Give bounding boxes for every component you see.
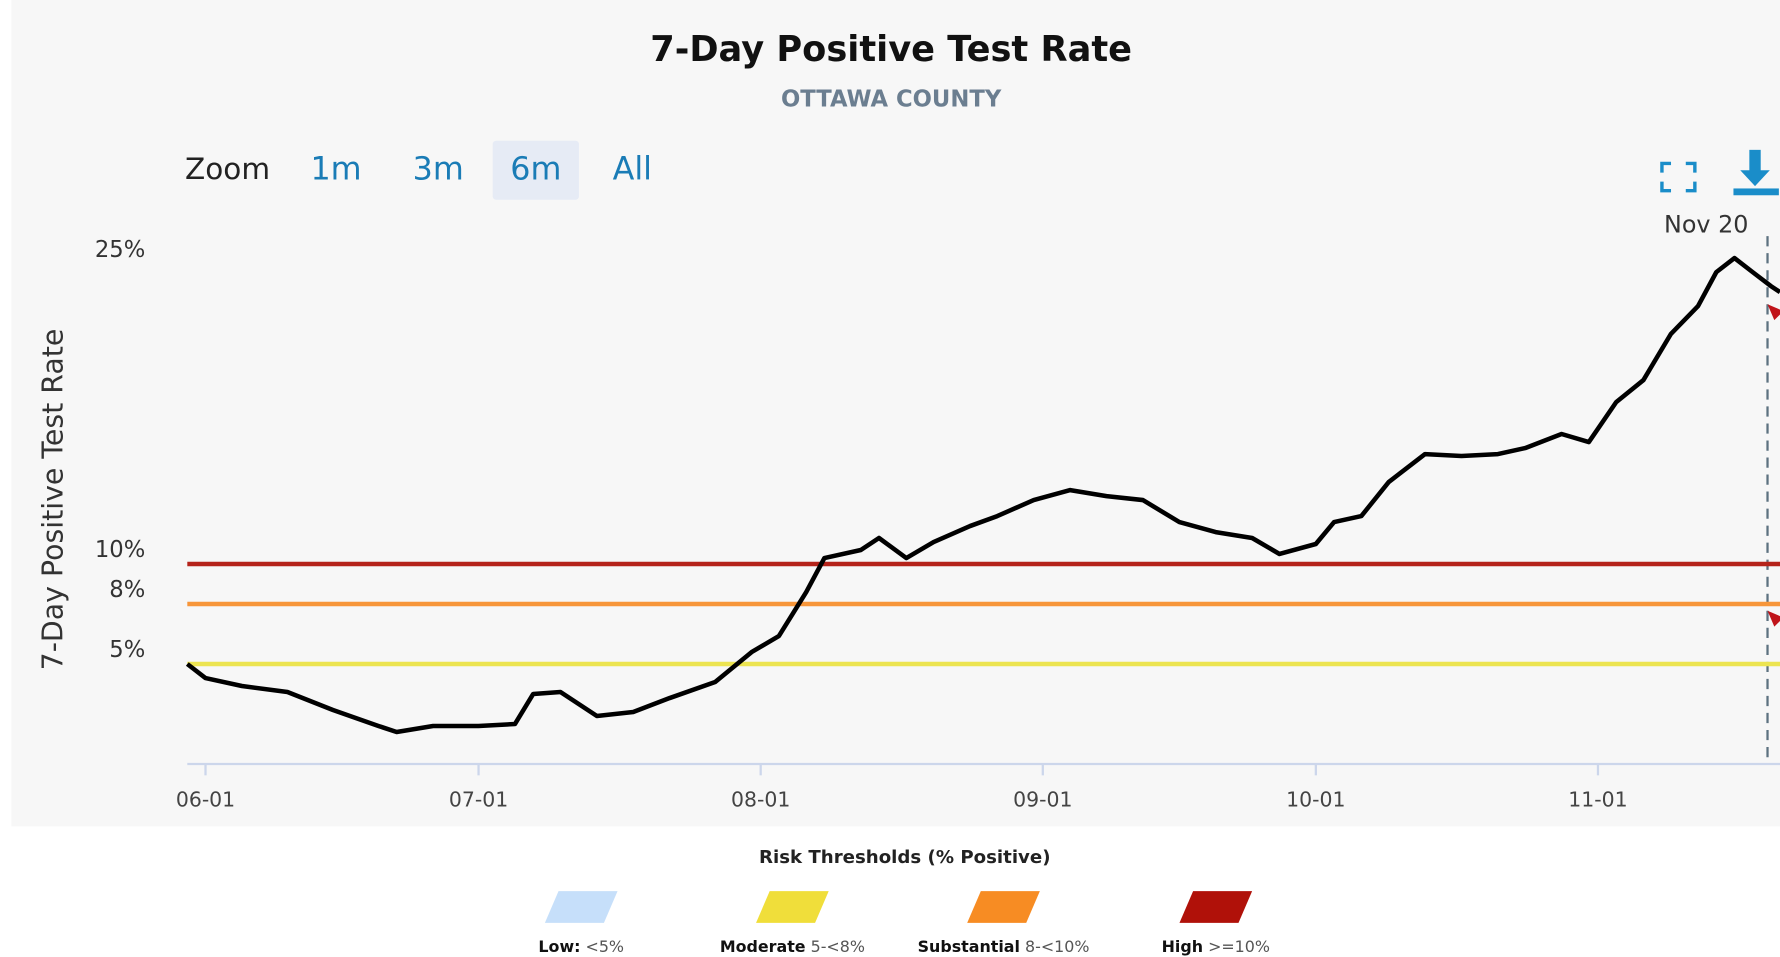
chart-subtitle: OTTAWA COUNTY — [781, 86, 1002, 112]
x-tick-label: 11-01 — [1568, 787, 1627, 811]
chart-background — [11, 0, 1780, 827]
x-tick-label: 07-01 — [449, 787, 508, 811]
zoom-button[interactable]: 1m — [310, 151, 361, 187]
legend-swatch — [1179, 891, 1253, 923]
legend-name: Low: — [538, 936, 580, 955]
y-tick-label: 5% — [109, 637, 145, 663]
zoom-button-label: All — [613, 151, 652, 187]
zoom-button-label: 1m — [310, 151, 361, 187]
y-axis-title: 7-Day Positive Test Rate — [36, 329, 69, 671]
legend-label: Moderate 5-<8% — [720, 936, 865, 955]
x-tick-label: 06-01 — [176, 787, 235, 811]
legend-range: >=10% — [1208, 936, 1270, 955]
legend-range: 8-<10% — [1025, 936, 1089, 955]
zoom-button[interactable]: 6m — [492, 140, 579, 200]
zoom-button-label: 6m — [510, 151, 561, 187]
legend-label: High >=10% — [1162, 936, 1270, 955]
legend-range: 5-<8% — [811, 936, 865, 955]
legend-label: Substantial 8-<10% — [918, 936, 1090, 955]
legend-range: <5% — [586, 936, 625, 955]
data-line — [185, 255, 1780, 735]
legend-name: Substantial — [918, 936, 1020, 955]
tooltip-date: Nov 20 — [1664, 210, 1748, 238]
legend-swatch — [544, 891, 618, 923]
x-tick-label: 09-01 — [1013, 787, 1072, 811]
zoom-button[interactable]: 3m — [413, 151, 464, 187]
legend-swatch — [967, 891, 1040, 923]
zoom-button-label: 3m — [413, 151, 464, 187]
x-tick-label: 08-01 — [731, 787, 790, 811]
chart-title: 7-Day Positive Test Rate — [650, 29, 1132, 70]
y-tick-label: 8% — [109, 577, 145, 603]
zoom-label: Zoom — [185, 152, 270, 186]
legend-name: Moderate — [720, 936, 806, 955]
x-tick-label: 10-01 — [1286, 787, 1345, 811]
y-tick-label: 25% — [95, 237, 145, 263]
zoom-button-selected — [492, 140, 579, 200]
zoom-button[interactable]: All — [613, 151, 652, 187]
download-icon[interactable] — [1733, 149, 1779, 196]
fullscreen-icon[interactable] — [1660, 161, 1697, 193]
y-tick-label: 10% — [95, 537, 145, 563]
legend-name: High — [1162, 936, 1203, 955]
legend-swatch — [756, 891, 829, 923]
legend-label: Low: <5% — [538, 936, 624, 955]
legend-title: Risk Thresholds (% Positive) — [759, 847, 1051, 868]
